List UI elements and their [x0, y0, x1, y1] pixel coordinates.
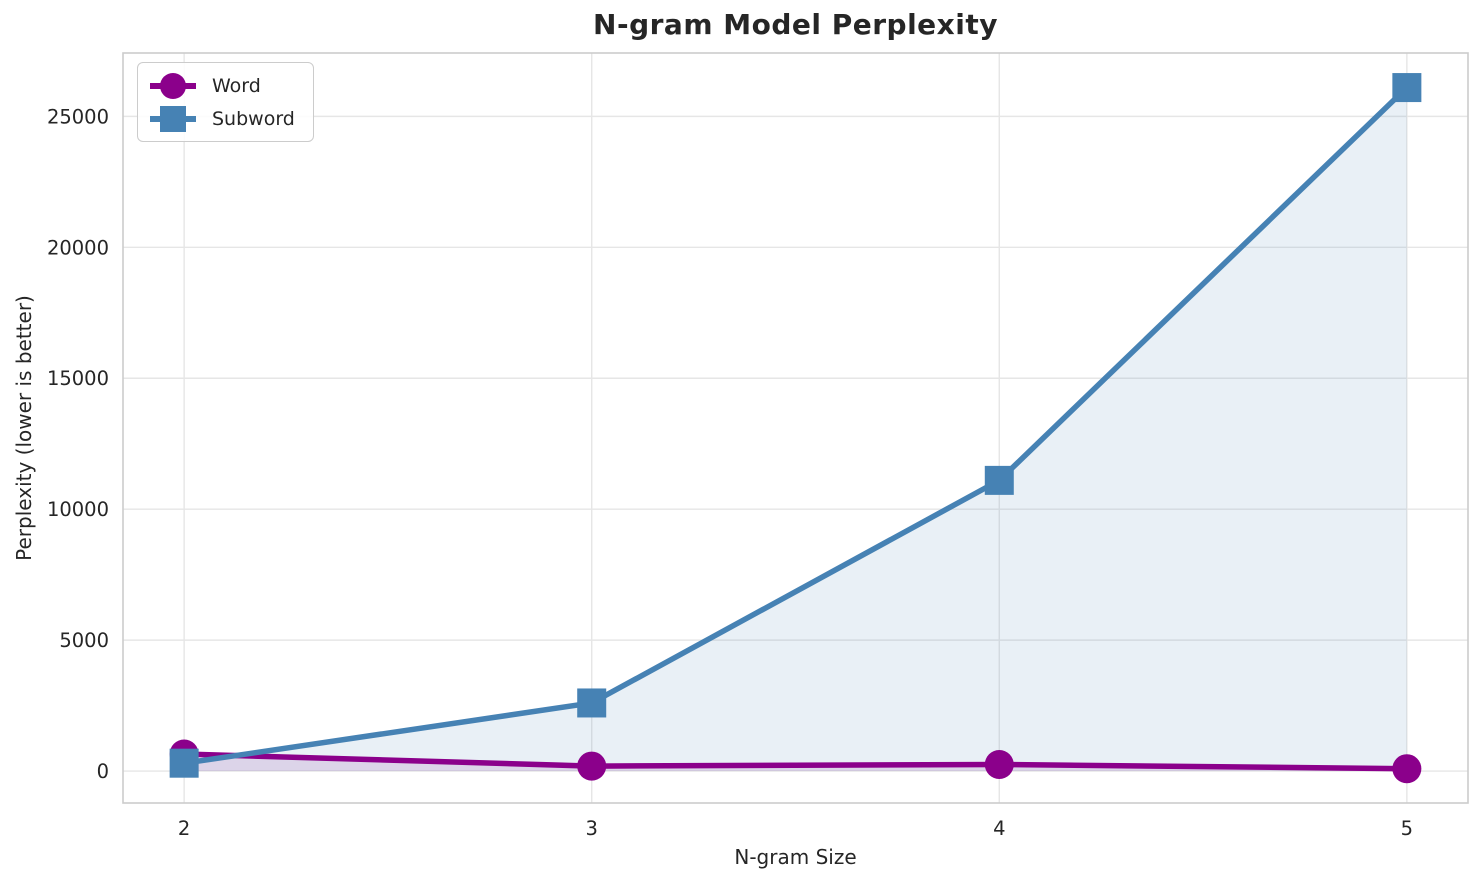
chart-title: N-gram Model Perplexity: [593, 8, 998, 41]
legend-item-word: Word: [148, 70, 295, 101]
x-tick-label: 5: [1401, 817, 1413, 840]
x-axis-label: N-gram Size: [734, 845, 857, 869]
legend: Word Subword: [137, 62, 314, 142]
x-tick-label: 3: [586, 817, 598, 840]
data-point-subword: [984, 465, 1014, 495]
legend-marker-circle-icon: [150, 72, 196, 99]
data-point-subword: [169, 748, 199, 778]
data-point-subword: [1392, 73, 1422, 103]
data-point-word: [577, 751, 607, 781]
legend-label: Word: [212, 74, 261, 97]
data-point-word: [984, 750, 1014, 780]
series-line-subword: [181, 84, 1410, 766]
data-point-word: [1392, 754, 1422, 784]
y-tick-label: 25000: [47, 105, 109, 128]
x-tick-label: 2: [178, 817, 190, 840]
y-tick-label: 10000: [47, 498, 109, 521]
legend-label: Subword: [212, 107, 295, 130]
series-line-word: [181, 751, 1410, 772]
legend-marker-square-icon: [150, 105, 196, 132]
y-tick-label: 0: [97, 760, 109, 783]
data-point-subword: [577, 688, 607, 718]
y-tick-label: 15000: [47, 367, 109, 390]
y-axis-label-text: Perplexity (lower is better): [12, 295, 36, 561]
axes-spines: [122, 52, 1469, 804]
y-tick-label: 5000: [59, 629, 109, 652]
series-fill-subword: [184, 87, 1407, 772]
y-tick-label: 20000: [47, 236, 109, 259]
x-tick-label: 4: [993, 817, 1005, 840]
legend-item-subword: Subword: [148, 103, 295, 134]
